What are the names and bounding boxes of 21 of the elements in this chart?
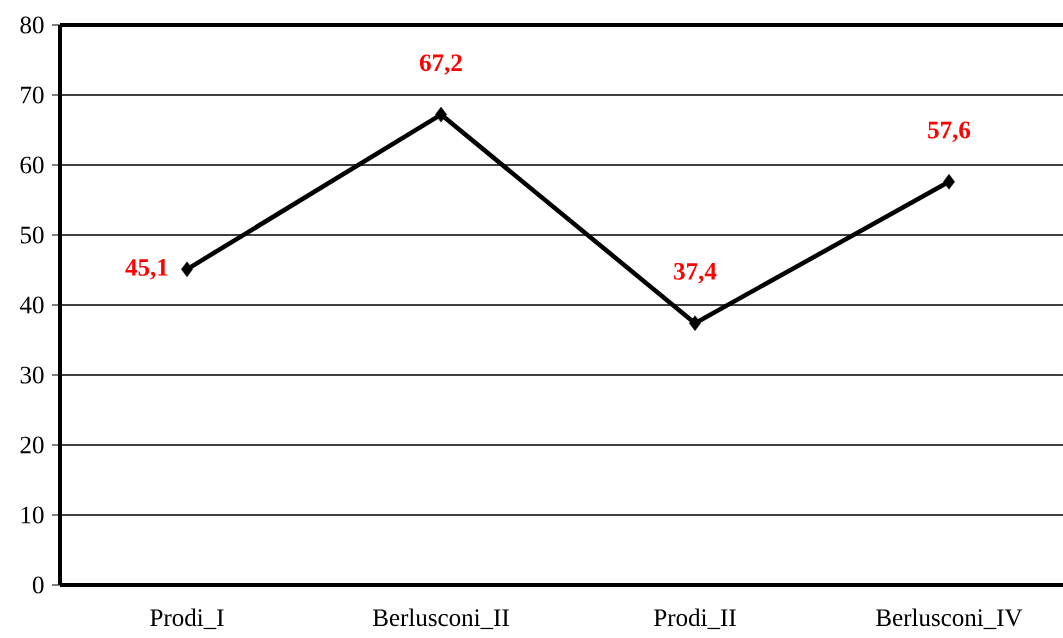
- y-tick-label: 50: [20, 226, 44, 244]
- y-tick-label: 80: [20, 16, 44, 34]
- data-label: 37,4: [674, 263, 717, 284]
- x-tick-label: Berlusconi_IV: [876, 608, 1023, 630]
- y-tick-label: 30: [20, 366, 44, 384]
- y-tick-label: 40: [19, 296, 44, 314]
- point: [181, 261, 193, 278]
- point: [435, 106, 447, 123]
- y-tick-label: 10: [21, 506, 44, 524]
- point: [943, 174, 955, 190]
- data-label: 67,2: [419, 54, 462, 75]
- y-tick-label: 20: [20, 436, 44, 454]
- y-tick-label: 70: [21, 86, 44, 104]
- data-label: 45,1: [125, 259, 168, 280]
- x-tick-label: Prodi_II: [654, 608, 736, 630]
- y-tick-label: 60: [20, 156, 44, 174]
- y-tick-label: 0: [32, 576, 44, 594]
- data-label: 57,6: [928, 121, 971, 143]
- x-tick-label: Prodi_I: [150, 608, 224, 630]
- point: [689, 315, 701, 331]
- x-tick-label: Berlusconi_II: [372, 608, 509, 630]
